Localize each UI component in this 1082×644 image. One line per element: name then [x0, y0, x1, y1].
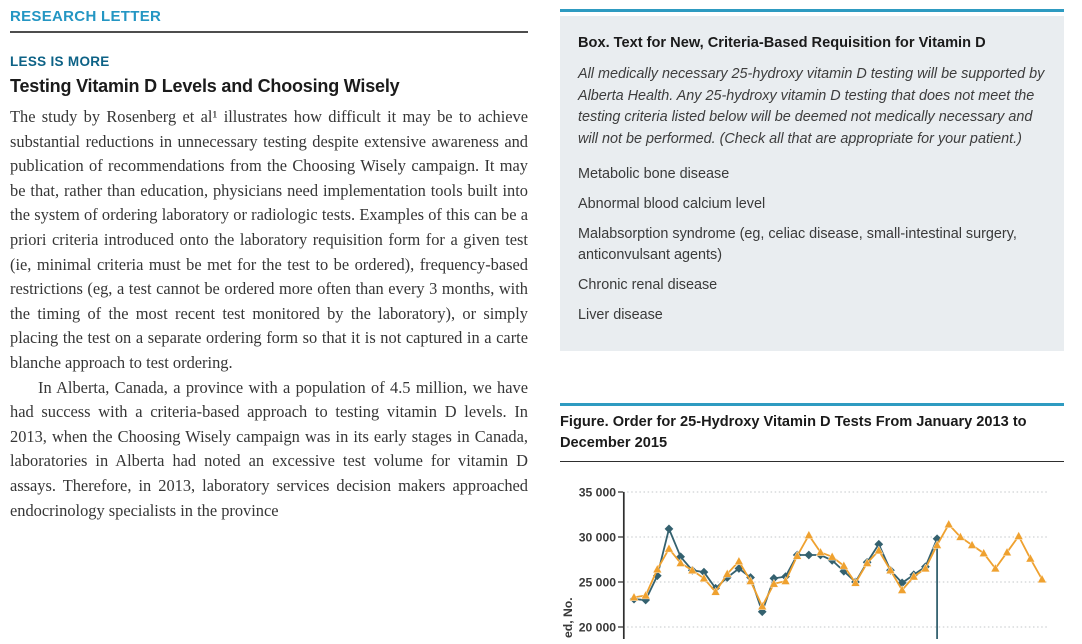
figure-title: Figure. Order for 25-Hydroxy Vitamin D T… — [560, 414, 1027, 451]
triangle-marker — [815, 547, 826, 556]
triangle-marker — [804, 530, 814, 539]
article-title: Testing Vitamin D Levels and Choosing Wi… — [10, 76, 400, 96]
triangle-marker — [652, 564, 663, 574]
triangle-marker — [699, 573, 709, 583]
y-tick-label: 20 000 — [579, 620, 616, 634]
triangle-marker — [932, 540, 942, 549]
triangle-marker — [1025, 553, 1036, 563]
criteria-item: Metabolic bone disease — [578, 166, 730, 182]
box-top-rule — [560, 9, 1064, 12]
kicker-rule — [10, 31, 528, 33]
triangle-marker — [757, 601, 767, 610]
section-label-less-is-more: LESS IS MORE — [10, 54, 110, 69]
triangle-marker — [978, 548, 989, 557]
y-axis-label: ed, No. — [561, 597, 575, 638]
triangle-marker — [874, 545, 884, 555]
triangle-marker — [897, 585, 907, 594]
triangle-marker — [664, 543, 674, 553]
triangle-marker — [944, 519, 954, 528]
triangle-marker — [909, 571, 919, 581]
triangle-marker — [629, 592, 639, 601]
chart-area: 35 000 30 000 25 000 20 000 ed, No. — [560, 470, 1064, 639]
vitamin-d-line-chart: 35 000 30 000 25 000 20 000 ed, No. — [561, 485, 1047, 639]
y-tick-label: 35 000 — [579, 485, 616, 499]
triangle-marker — [827, 551, 837, 561]
diamond-marker — [804, 550, 814, 560]
triangle-marker — [1002, 547, 1012, 556]
y-tick-label: 30 000 — [579, 530, 616, 544]
triangle-marker — [675, 558, 686, 567]
criteria-item: Chronic renal disease — [578, 276, 718, 293]
figure-block: Figure. Order for 25-Hydroxy Vitamin D T… — [560, 403, 1064, 462]
article-column: RESEARCH LETTER LESS IS MORE Testing Vit… — [10, 8, 528, 523]
kicker-research-letter: RESEARCH LETTER — [10, 8, 162, 25]
triangle-marker — [792, 550, 802, 560]
criteria-box: Box. Text for New, Criteria-Based Requis… — [560, 16, 1064, 351]
triangle-marker — [745, 576, 756, 585]
figure-title-rule — [560, 461, 1064, 462]
triangle-marker — [780, 576, 791, 585]
triangle-marker — [839, 560, 849, 570]
criteria-item: Abnormal blood calcium level — [578, 196, 766, 212]
criteria-box-title: Box. Text for New, Criteria-Based Requis… — [578, 35, 986, 51]
article-paragraph-1: The study by Rosenberg et al¹ illustrate… — [10, 107, 528, 372]
triangle-marker — [920, 563, 931, 573]
triangle-marker — [955, 531, 966, 541]
triangle-marker — [990, 563, 1001, 573]
y-tick-label: 25 000 — [579, 575, 616, 589]
triangle-marker — [850, 577, 861, 587]
triangle-marker — [862, 558, 872, 567]
figure-top-rule — [560, 403, 1064, 406]
triangle-marker — [734, 556, 744, 565]
triangle-marker — [722, 568, 732, 578]
diamond-marker — [664, 524, 674, 534]
triangle-marker — [967, 540, 977, 549]
article-paragraph-2: In Alberta, Canada, a province with a po… — [10, 377, 528, 520]
triangle-marker — [1037, 574, 1047, 583]
triangle-marker — [687, 565, 698, 574]
criteria-box-intro: All medically necessary 25-hydroxy vitam… — [578, 66, 1045, 147]
criteria-list: Metabolic bone disease Abnormal blood ca… — [578, 164, 1046, 325]
figure-column: Box. Text for New, Criteria-Based Requis… — [560, 9, 1064, 639]
triangle-marker — [769, 578, 779, 588]
article-body: The study by Rosenberg et al¹ illustrate… — [10, 105, 528, 523]
triangle-marker — [1013, 531, 1024, 540]
triangle-marker — [710, 586, 721, 596]
triangle-marker — [640, 590, 651, 600]
triangle-marker — [885, 565, 896, 574]
criteria-item: Malabsorption syndrome (eg, celiac disea… — [578, 226, 1017, 263]
criteria-item: Liver disease — [578, 306, 663, 323]
